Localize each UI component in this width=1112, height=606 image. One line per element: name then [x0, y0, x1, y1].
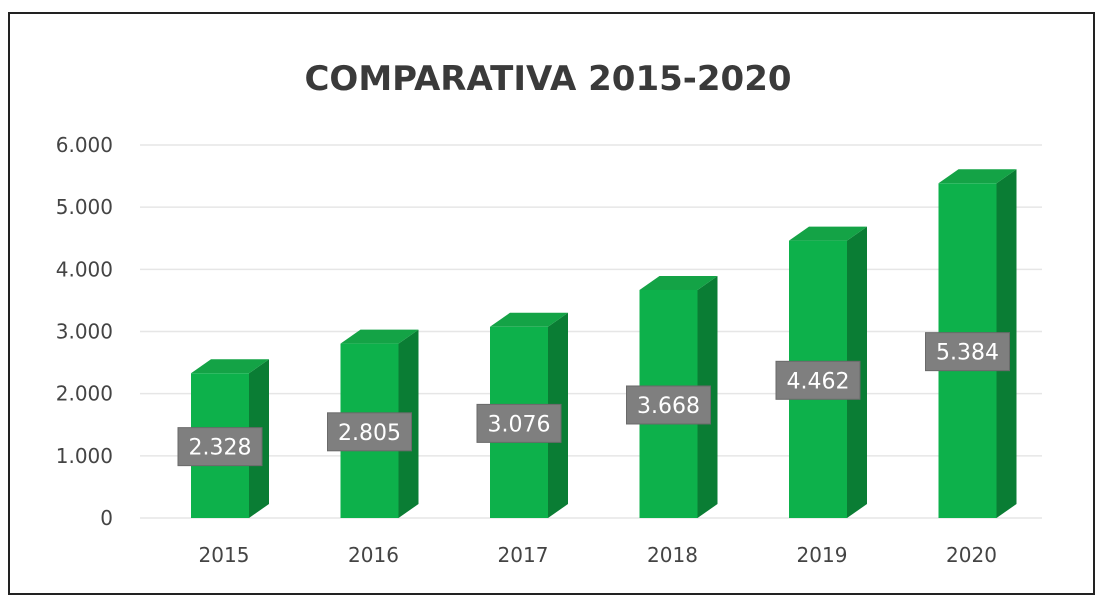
data-label: 2.805 [327, 412, 412, 452]
bar-top [938, 169, 1017, 184]
bars [191, 169, 1017, 518]
y-tick-label: 2.000 [56, 382, 113, 406]
bar-top [639, 275, 718, 290]
y-tick-label: 3.000 [56, 320, 113, 344]
bar-top [490, 312, 568, 327]
data-label: 3.076 [476, 403, 562, 443]
y-tick-label: 1.000 [56, 444, 113, 468]
data-label: 4.462 [775, 360, 861, 400]
x-tick-label: 2016 [348, 543, 399, 567]
bar [789, 226, 867, 518]
data-label-text: 3.076 [488, 412, 551, 437]
bar-top [340, 329, 419, 344]
data-label-box [775, 360, 861, 400]
x-axis-ticks: 2015 2016 2017 2018 2019 2020 [199, 543, 997, 567]
data-label: 5.384 [925, 332, 1010, 372]
y-tick-label: 5.000 [56, 195, 113, 219]
x-tick-label: 2015 [199, 543, 250, 567]
data-label-text: 3.668 [637, 394, 700, 419]
data-label-text: 2.328 [189, 436, 252, 461]
data-label: 2.328 [177, 427, 263, 467]
data-label-box [327, 412, 412, 452]
bar-top [191, 359, 269, 374]
data-label-box [925, 332, 1010, 372]
data-label-box [177, 427, 263, 467]
data-label: 3.668 [626, 385, 711, 425]
x-tick-label: 2018 [647, 543, 698, 567]
y-axis-ticks: 0 1.000 2.000 3.000 4.000 5.000 6.000 [56, 133, 113, 530]
data-label-text: 2.805 [338, 421, 401, 446]
chart-title: COMPARATIVA 2015-2020 [304, 59, 791, 99]
x-tick-label: 2017 [498, 543, 549, 567]
data-label-text: 4.462 [787, 369, 850, 394]
x-tick-label: 2020 [946, 543, 997, 567]
data-labels: 2.328 2.805 3.076 3.668 4.462 5.384 [177, 332, 1010, 467]
data-label-box [476, 403, 562, 443]
gridlines [140, 144, 1042, 519]
x-tick-label: 2019 [797, 543, 848, 567]
y-tick-label: 0 [100, 506, 113, 530]
bar-top [789, 226, 867, 241]
y-tick-label: 4.000 [56, 257, 113, 281]
data-label-text: 5.384 [936, 341, 999, 366]
y-tick-label: 6.000 [56, 133, 113, 157]
data-label-box [626, 385, 711, 425]
